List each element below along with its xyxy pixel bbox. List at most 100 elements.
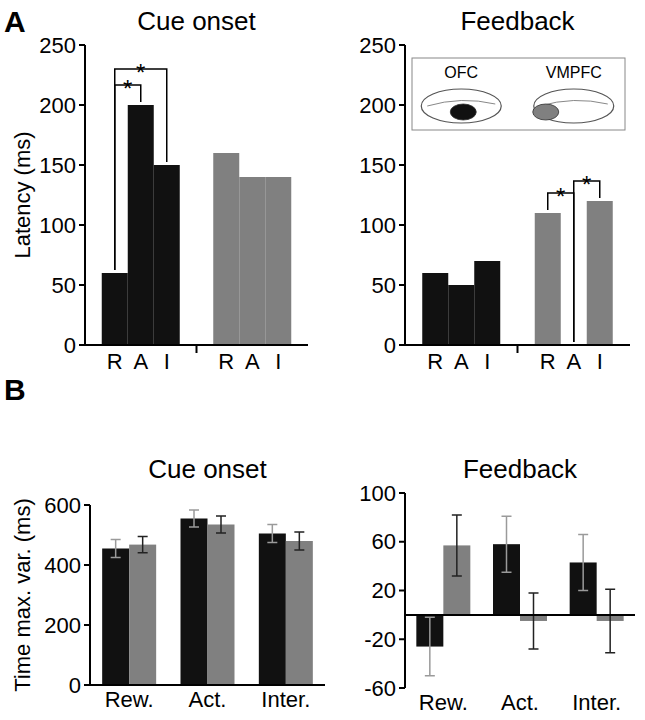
plot-area [422, 201, 613, 345]
plot-area [102, 105, 292, 345]
significance-bracket [115, 69, 167, 270]
y-tick [79, 104, 85, 106]
x-tick-label: Rew. [419, 690, 468, 715]
y-tick-label: 200 [39, 93, 76, 118]
y-tick [79, 164, 85, 166]
y-tick [84, 624, 90, 626]
legend-swatch [450, 104, 476, 120]
bar [448, 285, 474, 345]
x-tick-label: R [218, 349, 234, 374]
y-axis-label: Latency (ms) [10, 131, 35, 258]
significance-label: * [123, 75, 132, 102]
y-tick [79, 344, 85, 346]
legend-label: OFC [444, 64, 478, 81]
error-bar [216, 516, 226, 533]
y-tick [84, 684, 90, 686]
y-tick [399, 104, 405, 106]
y-tick-label: 150 [359, 153, 396, 178]
error-bar [138, 537, 148, 553]
y-tick [399, 541, 405, 543]
bar [259, 534, 286, 686]
error-bar [605, 589, 615, 652]
brain-outline [534, 89, 614, 123]
x-tick-label: I [275, 349, 281, 374]
y-tick [399, 687, 405, 689]
error-bar [529, 593, 539, 649]
bar [422, 273, 448, 345]
y-tick [399, 164, 405, 166]
significance-bracket [548, 193, 574, 342]
significance-label: * [556, 183, 565, 210]
bar [213, 153, 239, 345]
x-tick-label: R [427, 349, 443, 374]
x-tick-label: A [454, 349, 469, 374]
y-tick [399, 492, 405, 494]
y-axis-label: Time max. var. (ms) [10, 498, 35, 692]
y-tick-label: 100 [359, 481, 396, 506]
plot-area [416, 515, 623, 676]
bar [154, 165, 180, 345]
error-bar [452, 515, 462, 576]
significance-bracket [574, 181, 600, 342]
y-tick-label: 100 [39, 213, 76, 238]
y-tick-label: 600 [44, 493, 81, 518]
y-tick-label: 0 [64, 333, 76, 358]
panel-label: A [4, 5, 26, 38]
bar [265, 177, 291, 345]
significance-bracket [115, 85, 141, 270]
y-tick [79, 284, 85, 286]
error-bar [267, 525, 277, 543]
y-axis [89, 505, 91, 685]
y-tick-label: 0 [384, 333, 396, 358]
y-tick [84, 504, 90, 506]
chart-title: Cue onset [137, 6, 256, 36]
bar [208, 525, 235, 686]
y-tick-label: 200 [359, 93, 396, 118]
plot-area [102, 510, 313, 685]
x-axis [90, 684, 325, 686]
bar [587, 201, 613, 345]
error-bar [189, 510, 199, 527]
y-tick-label: 50 [372, 273, 396, 298]
y-tick-label: 20 [372, 578, 396, 603]
bar [286, 541, 313, 685]
x-tick-label: A [566, 349, 581, 374]
bar [128, 105, 154, 345]
y-tick-label: 250 [359, 33, 396, 58]
x-tick-label: Inter. [261, 687, 310, 712]
x-tick-label: I [597, 349, 603, 374]
group-divider [517, 345, 519, 353]
bar [129, 545, 156, 685]
x-tick-label: I [484, 349, 490, 374]
error-bar [425, 617, 435, 676]
x-axis [405, 614, 635, 616]
legend-box [412, 58, 625, 130]
bar [535, 213, 561, 345]
significance-label: * [136, 59, 145, 86]
y-tick-label: 60 [372, 529, 396, 554]
y-tick [79, 224, 85, 226]
y-tick-label: 0 [69, 673, 81, 698]
y-tick [399, 638, 405, 640]
significance-label: * [582, 171, 591, 198]
bar [102, 273, 128, 345]
y-tick [399, 284, 405, 286]
x-tick-label: A [133, 349, 148, 374]
y-tick [399, 224, 405, 226]
x-tick-label: Act. [501, 690, 539, 715]
y-tick-label: -20 [364, 627, 396, 652]
y-axis [404, 45, 406, 345]
x-tick-label: R [540, 349, 556, 374]
x-tick-label: Inter. [572, 690, 621, 715]
y-tick-label: -60 [364, 676, 396, 701]
figure: Cue onsetALatency (ms)050100150200250RAI… [0, 0, 645, 720]
chart-title: Feedback [460, 6, 575, 36]
y-tick-label: 100 [359, 213, 396, 238]
bar [102, 549, 129, 686]
legend-label: VMPFC [546, 64, 602, 81]
y-tick [399, 590, 405, 592]
chart-title: Feedback [463, 454, 578, 484]
error-bar [294, 532, 304, 550]
y-axis [84, 45, 86, 345]
y-tick-label: 50 [52, 273, 76, 298]
